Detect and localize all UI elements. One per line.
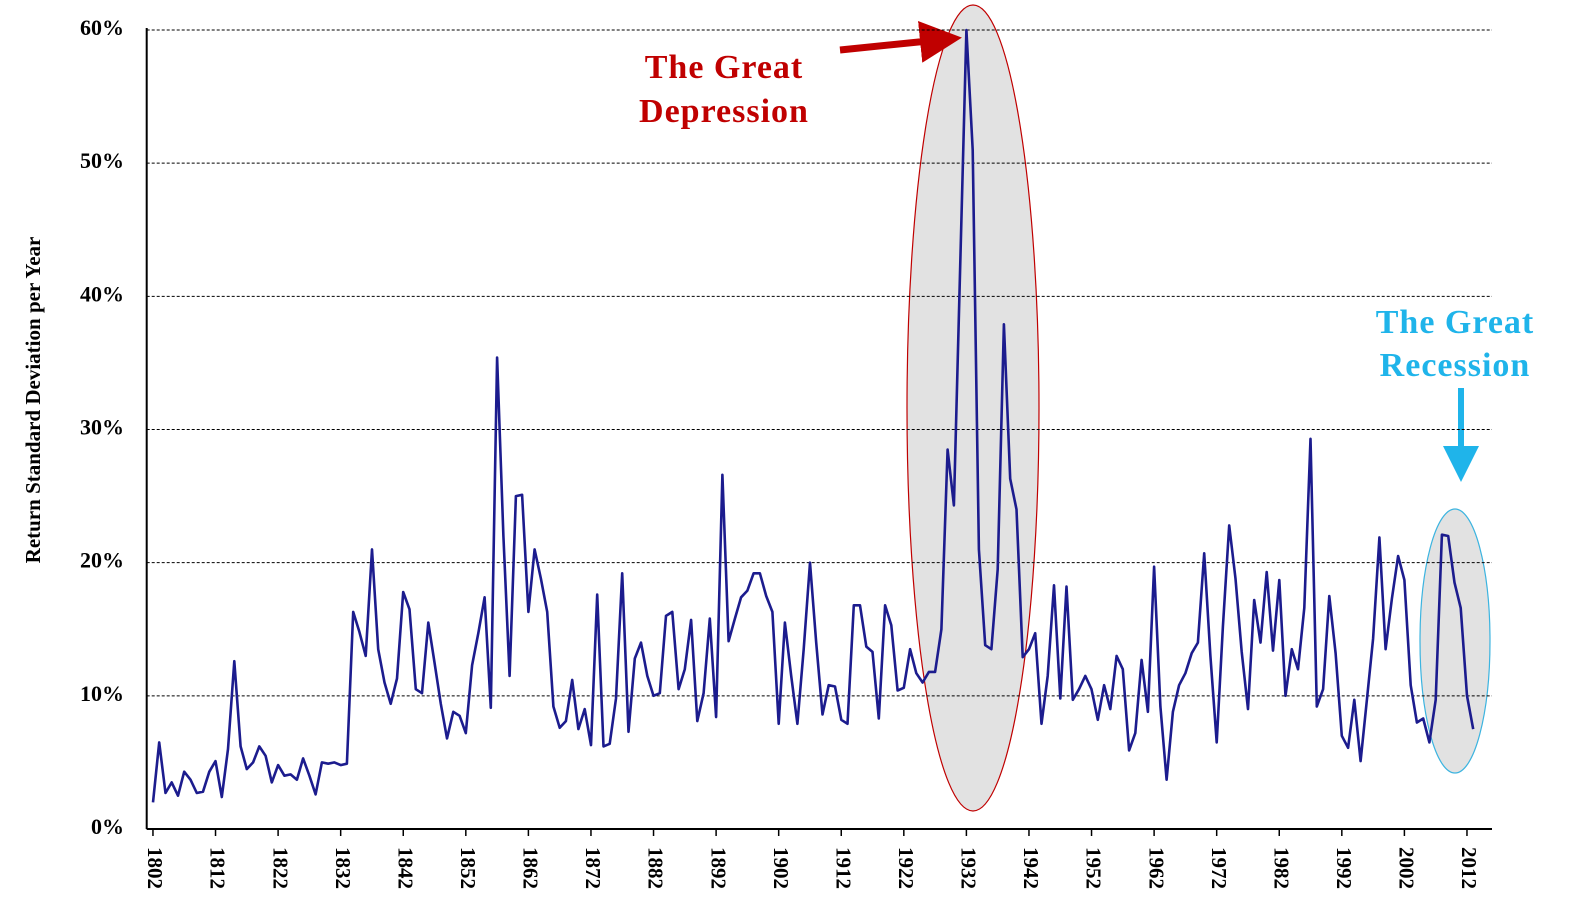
x-tick-label: 1972	[1207, 847, 1231, 889]
x-tick-label: 1812	[206, 847, 230, 889]
x-tick-label: 1882	[644, 847, 668, 889]
x-tick-label: 1932	[957, 847, 981, 889]
x-tick-label: 1862	[519, 847, 543, 889]
highlight-ellipse	[906, 4, 1040, 812]
x-tick-label: 1922	[894, 847, 918, 889]
data-line	[151, 28, 1475, 803]
x-tick-label: 1992	[1332, 847, 1356, 889]
x-tick-label: 1942	[1019, 847, 1043, 889]
y-tick-label: 40%	[80, 281, 124, 306]
x-tick-label: 1822	[268, 847, 292, 889]
y-tick-label: 50%	[80, 148, 124, 173]
x-tick-label: 1902	[769, 847, 793, 889]
y-tick-label: 30%	[80, 415, 124, 440]
x-tick-label: 1912	[831, 847, 855, 889]
y-axis-label: Return Standard Deviation per Year	[21, 237, 45, 564]
x-tick-label: 1892	[706, 847, 730, 889]
annotation: Depression	[639, 93, 809, 130]
annotation: The Great	[645, 49, 804, 86]
highlight-ellipse	[1419, 508, 1491, 774]
annotation: Recession	[1380, 347, 1531, 384]
y-tick-label: 20%	[80, 548, 124, 573]
x-tick-label: 1852	[456, 847, 480, 889]
x-tick-label: 1802	[143, 847, 167, 889]
x-tick-label: 1832	[331, 847, 355, 889]
x-tick-label: 2002	[1395, 847, 1419, 889]
x-tick-label: 2012	[1457, 847, 1481, 889]
arrow	[839, 20, 962, 63]
y-tick-label: 60%	[80, 15, 124, 40]
x-tick-label: 1952	[1082, 847, 1106, 889]
y-tick-label: 10%	[80, 681, 124, 706]
annotation: The Great	[1376, 304, 1535, 341]
x-tick-label: 1962	[1144, 847, 1168, 889]
x-tick-label: 1872	[581, 847, 605, 889]
x-tick-label: 1982	[1269, 847, 1293, 889]
x-tick-label: 1842	[393, 847, 417, 889]
y-tick-label: 0%	[91, 814, 124, 839]
